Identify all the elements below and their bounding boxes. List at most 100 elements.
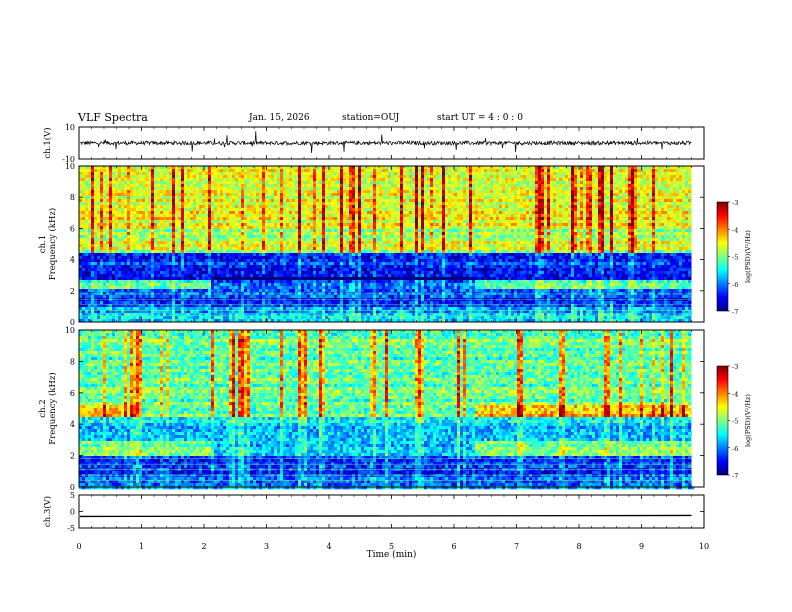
spectrogram-cell xyxy=(346,226,350,230)
spectrogram-cell xyxy=(280,169,284,173)
spectrogram-cell xyxy=(142,205,146,209)
spectrogram-cell xyxy=(622,214,626,218)
spectrogram-cell xyxy=(643,169,647,173)
spectrogram-cell xyxy=(295,181,299,185)
spectrogram-cell xyxy=(583,193,587,197)
spectrogram-cell xyxy=(127,172,131,176)
spectrogram-cell xyxy=(520,223,524,227)
spectrogram-cell xyxy=(682,196,686,200)
spectrogram-cell xyxy=(502,199,506,203)
spectrogram-cell xyxy=(85,229,89,233)
spectrogram-cell xyxy=(187,208,191,212)
spectrogram-cell xyxy=(676,184,680,188)
spectrogram-cell xyxy=(532,178,536,182)
spectrogram-cell xyxy=(571,199,575,203)
spectrogram-cell xyxy=(385,166,389,170)
spectrogram-cell xyxy=(109,217,113,221)
spectrogram-cell xyxy=(241,196,245,200)
spectrogram-cell xyxy=(451,178,455,182)
spectrogram-cell xyxy=(448,190,452,194)
spectrogram-cell xyxy=(592,196,596,200)
spectrogram-cell xyxy=(106,178,110,182)
spectrogram-cell xyxy=(199,190,203,194)
spectrogram-cell xyxy=(658,181,662,185)
spectrogram-cell xyxy=(619,178,623,182)
spectrogram-cell xyxy=(613,172,617,176)
spectrogram-cell xyxy=(157,214,161,218)
spectrogram-cell xyxy=(493,235,497,239)
spectrogram-cell xyxy=(628,190,632,194)
spectrogram-cell xyxy=(556,193,560,197)
spectrogram-cell xyxy=(265,187,269,191)
spectrogram-cell xyxy=(538,169,542,173)
spectrogram-cell xyxy=(343,193,347,197)
spectrogram-cell xyxy=(256,211,260,215)
spectrogram-cell xyxy=(511,181,515,185)
spectrogram-cell xyxy=(478,211,482,215)
spectrogram-cell xyxy=(193,193,197,197)
spectrogram-cell xyxy=(232,211,236,215)
spectrogram-cell xyxy=(247,184,251,188)
spectrogram-cell xyxy=(250,199,254,203)
spectrogram-cell xyxy=(208,232,212,236)
spectrogram-cell xyxy=(535,178,539,182)
spectrogram-cell xyxy=(154,184,158,188)
spectrogram-cell xyxy=(166,232,170,236)
spectrogram-cell xyxy=(655,193,659,197)
spectrogram-cell xyxy=(409,226,413,230)
spectrogram-cell xyxy=(592,193,596,197)
spectrogram-cell xyxy=(175,211,179,215)
spectrogram-cell xyxy=(652,232,656,236)
spectrogram-cell xyxy=(505,217,509,221)
spectrogram-cell xyxy=(166,172,170,176)
spectrogram-cell xyxy=(649,181,653,185)
spectrogram-cell xyxy=(133,190,137,194)
spectrogram-cell xyxy=(676,232,680,236)
spectrogram-cell xyxy=(199,193,203,197)
spectrogram-cell xyxy=(316,226,320,230)
spectrogram-cell xyxy=(394,193,398,197)
spectrogram-cell xyxy=(214,211,218,215)
spectrogram-cell xyxy=(109,184,113,188)
spectrogram-cell xyxy=(535,205,539,209)
spectrogram-cell xyxy=(490,193,494,197)
spectrogram-cell xyxy=(595,229,599,233)
spectrogram-cell xyxy=(643,193,647,197)
spectrogram-cell xyxy=(655,178,659,182)
spectrogram-cell xyxy=(235,172,239,176)
spectrogram-cell xyxy=(268,187,272,191)
spectrogram-cell xyxy=(220,187,224,191)
spectrogram-cell xyxy=(454,226,458,230)
spectrogram-cell xyxy=(82,181,86,185)
spectrogram-cell xyxy=(412,214,416,218)
spectrogram-cell xyxy=(541,220,545,224)
spectrogram-cell xyxy=(313,196,317,200)
spectrogram-cell xyxy=(280,187,284,191)
spectrogram-cell xyxy=(571,217,575,221)
spectrogram-cell xyxy=(94,187,98,191)
spectrogram-cell xyxy=(187,187,191,191)
spectrogram-cell xyxy=(343,211,347,215)
spectrogram-cell xyxy=(370,211,374,215)
spectrogram-cell xyxy=(283,202,287,206)
spectrogram-cell xyxy=(316,172,320,176)
spectrogram-cell xyxy=(667,187,671,191)
spectrogram-cell xyxy=(301,205,305,209)
spectrogram-cell xyxy=(244,190,248,194)
spectrogram-cell xyxy=(484,178,488,182)
spectrogram-cell xyxy=(541,190,545,194)
spectrogram-cell xyxy=(676,196,680,200)
spectrogram-cell xyxy=(448,202,452,206)
spectrogram-cell xyxy=(139,229,143,233)
spectrogram-cell xyxy=(292,184,296,188)
spectrogram-cell xyxy=(262,181,266,185)
spectrogram-cell xyxy=(514,208,518,212)
spectrogram-cell xyxy=(637,211,641,215)
spectrogram-cell xyxy=(469,199,473,203)
spectrogram-cell xyxy=(415,190,419,194)
spectrogram-cell xyxy=(562,181,566,185)
spectrogram-cell xyxy=(454,205,458,209)
spectrogram-cell xyxy=(400,184,404,188)
spectrogram-cell xyxy=(220,193,224,197)
spectrogram-cell xyxy=(157,205,161,209)
